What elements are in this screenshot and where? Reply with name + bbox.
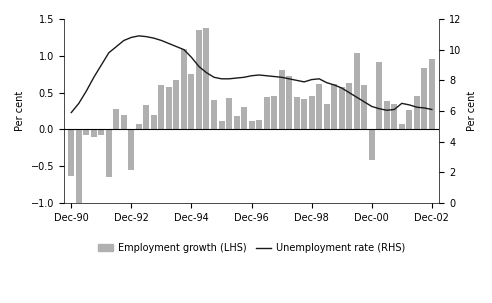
Y-axis label: Per cent: Per cent <box>467 91 477 131</box>
Bar <box>113 109 120 129</box>
Bar <box>369 129 375 160</box>
Y-axis label: Per cent: Per cent <box>15 91 25 131</box>
Legend: Employment growth (LHS), Unemployment rate (RHS): Employment growth (LHS), Unemployment ra… <box>94 239 409 257</box>
Bar <box>83 129 90 135</box>
Bar <box>158 85 164 129</box>
Bar <box>91 129 97 137</box>
Bar <box>218 121 224 129</box>
Bar <box>286 76 292 129</box>
Bar <box>166 87 172 129</box>
Bar <box>271 95 277 129</box>
Bar <box>188 74 194 129</box>
Bar <box>264 97 270 129</box>
Bar <box>301 99 307 129</box>
Bar <box>98 129 104 135</box>
Bar <box>278 70 284 129</box>
Bar <box>143 105 150 129</box>
Bar <box>151 115 157 129</box>
Bar <box>308 96 315 129</box>
Bar <box>354 53 360 129</box>
Bar <box>346 83 352 129</box>
Bar <box>121 115 127 129</box>
Bar <box>196 30 202 129</box>
Bar <box>294 97 300 129</box>
Bar <box>414 95 420 129</box>
Bar <box>338 88 345 129</box>
Bar <box>241 107 247 129</box>
Bar <box>361 85 367 129</box>
Bar <box>181 49 187 129</box>
Bar <box>421 68 428 129</box>
Bar <box>226 98 232 129</box>
Bar <box>68 129 74 176</box>
Bar <box>211 100 217 129</box>
Bar <box>376 62 382 129</box>
Bar <box>406 110 412 129</box>
Bar <box>76 129 82 203</box>
Bar <box>316 84 322 129</box>
Bar <box>384 102 390 129</box>
Bar <box>204 28 210 129</box>
Bar <box>391 104 397 129</box>
Bar <box>234 116 240 129</box>
Bar <box>106 129 112 177</box>
Bar <box>136 124 142 129</box>
Bar <box>429 59 435 129</box>
Bar <box>248 121 254 129</box>
Bar <box>324 104 330 129</box>
Bar <box>174 80 180 129</box>
Bar <box>399 124 405 129</box>
Bar <box>331 84 337 129</box>
Bar <box>256 120 262 129</box>
Bar <box>128 129 134 170</box>
